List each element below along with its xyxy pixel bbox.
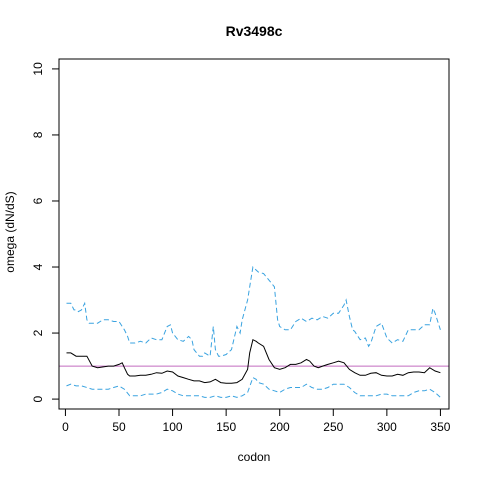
x-tick-label: 200 [270, 420, 290, 434]
y-tick-label: 2 [31, 329, 45, 336]
omega-line [66, 338, 441, 384]
x-tick-label: 0 [62, 420, 69, 434]
x-axis-label: codon [238, 450, 271, 464]
plot-area: 0 50 100 150 200 250 300 350 0 2 4 6 8 10 [31, 58, 451, 434]
x-tick-label: 100 [163, 420, 183, 434]
x-tick-label: 250 [323, 420, 343, 434]
x-tick-label: 150 [216, 420, 236, 434]
lower-bound-line [66, 376, 441, 398]
y-tick-label: 8 [31, 131, 45, 138]
x-tick-label: 300 [377, 420, 397, 434]
y-axis-label: omega (dN/dS) [3, 191, 17, 272]
y-tick-label: 10 [31, 62, 45, 76]
chart-title: Rv3498c [226, 23, 283, 39]
y-tick-label: 0 [31, 395, 45, 402]
x-tick-label: 50 [112, 420, 126, 434]
upper-bound-line [66, 265, 441, 358]
x-tick-label: 350 [430, 420, 450, 434]
y-tick-label: 6 [31, 197, 45, 204]
y-tick-label: 4 [31, 263, 45, 270]
